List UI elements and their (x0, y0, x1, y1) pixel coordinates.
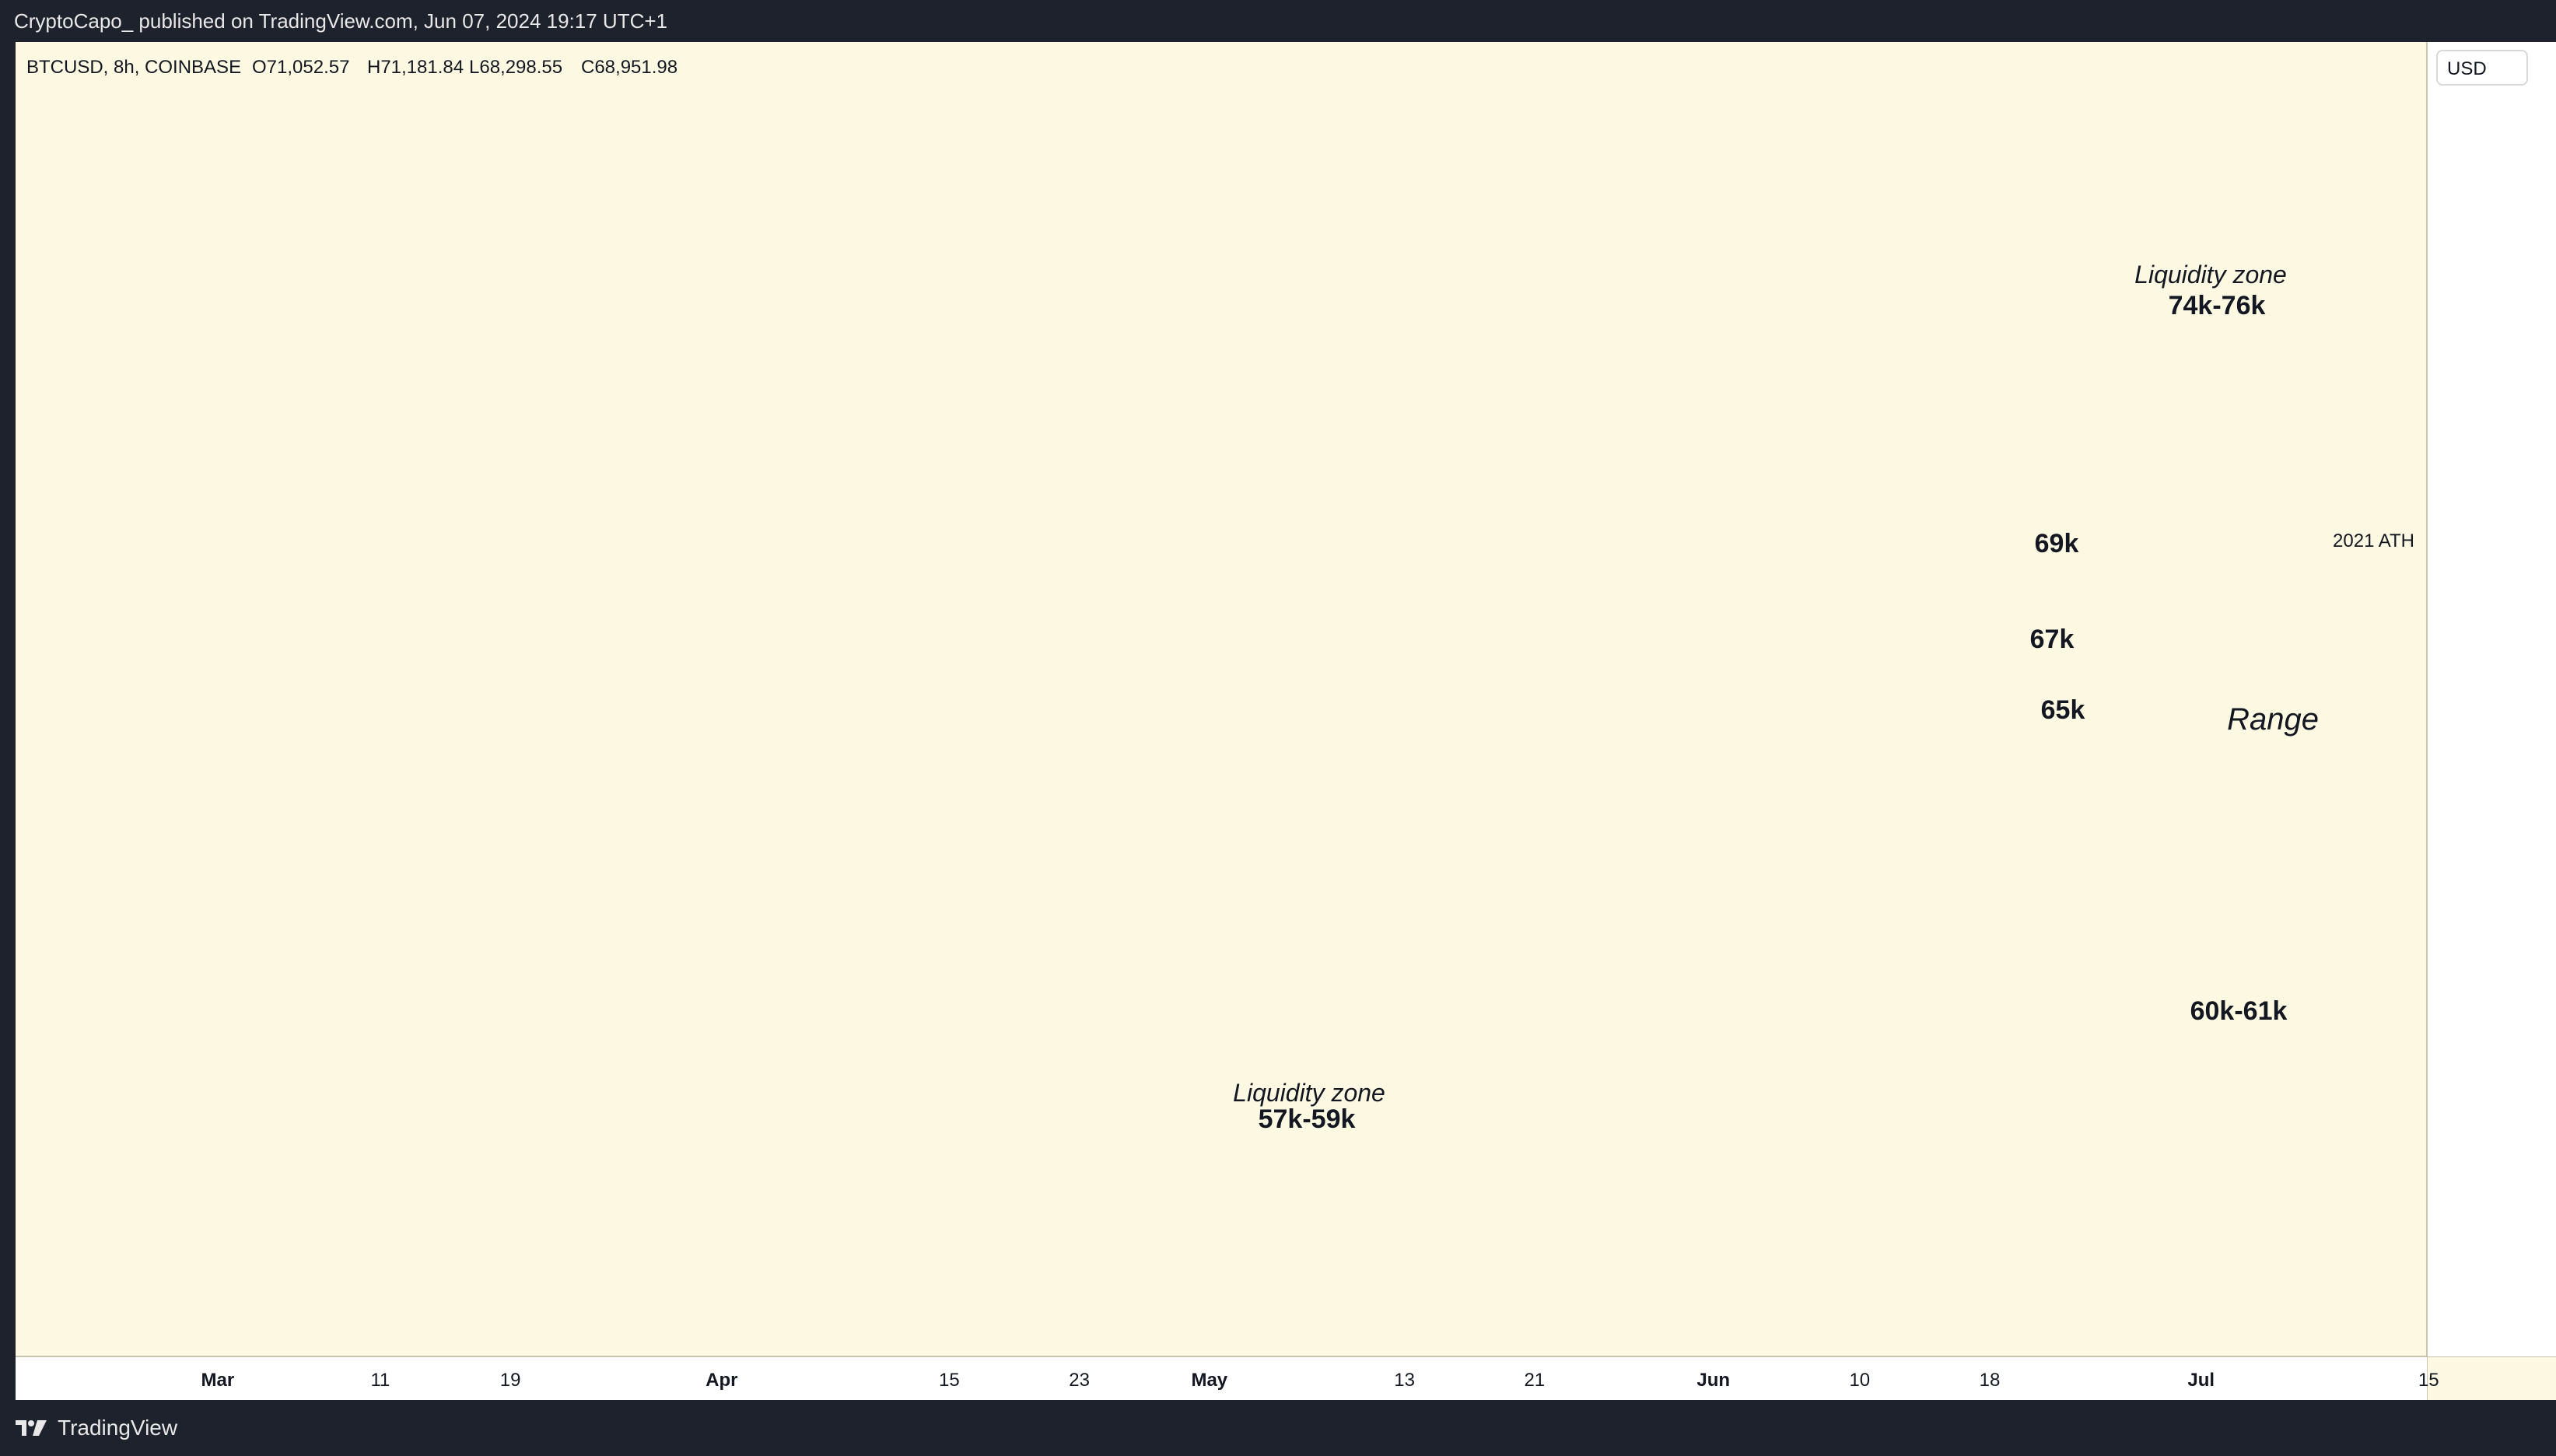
lower-zone-range: 57k-59k (1259, 1104, 1356, 1134)
chart-container[interactable]: Liquidity zone 74k-76k Liquidity zone 57k-5… (16, 42, 2556, 1400)
time-tick-label: Apr (706, 1370, 737, 1391)
publish-header: CryptoCapo_ published on TradingView.com… (0, 0, 2556, 42)
label-69k: 69k (2035, 529, 2079, 558)
time-tick-label: 11 (370, 1370, 390, 1391)
upper-zone-range: 74k-76k (2169, 291, 2266, 320)
ath-2021-caption: 2021 ATH (2333, 530, 2414, 551)
tradingview-logo-icon (16, 1420, 47, 1436)
tradingview-logo[interactable]: TradingView (14, 1416, 177, 1440)
lower-zone-title: Liquidity zone (1233, 1079, 1385, 1107)
time-tick-label: 21 (1524, 1370, 1545, 1391)
time-axis-background (16, 1357, 2427, 1400)
legend-symbol: BTCUSD, 8h, COINBASE (26, 57, 241, 78)
price-axis: 79,000.0077,000.0075,000.0073,000.0072,0… (2428, 42, 2556, 1356)
publish-line: CryptoCapo_ published on TradingView.com… (14, 9, 667, 33)
time-tick-label: Jul (2187, 1370, 2215, 1391)
time-tick-label: 18 (1980, 1370, 2001, 1391)
tradingview-brand: TradingView (58, 1416, 178, 1440)
time-tick-label: 19 (500, 1370, 521, 1391)
legend-low: L68,298.55 (469, 57, 562, 78)
time-tick-label: 15 (2418, 1370, 2439, 1391)
time-tick-label: Jun (1696, 1370, 1730, 1391)
symbol-legend: BTCUSD, 8h, COINBASE O71,052.57 H71,181.… (26, 57, 678, 78)
label-67k: 67k (2030, 625, 2075, 654)
legend-close: C68,951.98 (581, 57, 678, 78)
time-tick-label: 15 (939, 1370, 960, 1391)
chart-background (16, 42, 2556, 1400)
price-axis-background (2428, 42, 2556, 1356)
label-60k-61k: 60k-61k (2190, 996, 2288, 1026)
time-axis: Mar 11 19 Apr 15 23 May 13 21 Jun 10 18 Jul 15 (16, 1357, 2439, 1400)
time-tick-label: 10 (1849, 1370, 1870, 1391)
footer-bar: TradingView (0, 1400, 2556, 1456)
time-tick-label: May (1191, 1370, 1227, 1391)
currency-button[interactable]: USD (2436, 50, 2528, 86)
legend-high: H71,181.84 (367, 57, 464, 78)
upper-zone-title: Liquidity zone (2134, 261, 2287, 289)
legend-open: O71,052.57 (252, 57, 349, 78)
label-65k: 65k (2041, 695, 2085, 725)
time-tick-label: Mar (201, 1370, 235, 1391)
time-tick-label: 13 (1394, 1370, 1415, 1391)
range-label: Range (2227, 702, 2319, 737)
time-tick-label: 23 (1069, 1370, 1090, 1391)
